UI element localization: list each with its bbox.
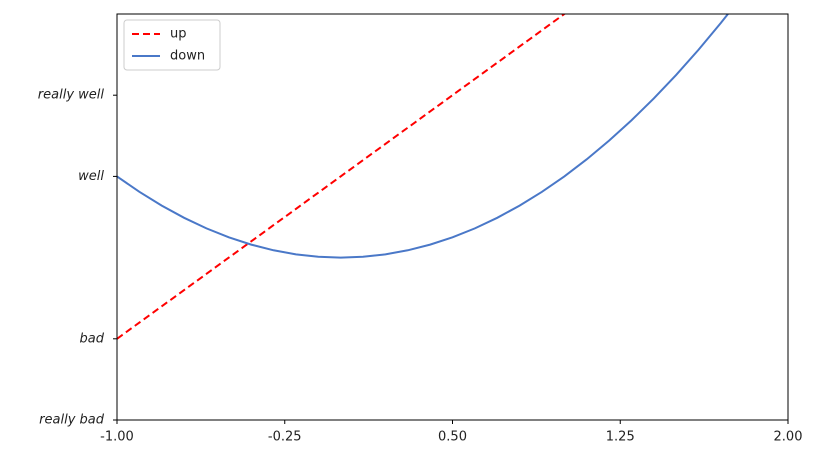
y-tick-label: really bad xyxy=(39,413,105,428)
legend-label: down xyxy=(170,49,205,64)
y-tick-label: bad xyxy=(80,331,105,346)
x-tick-label: -1.00 xyxy=(100,430,134,445)
legend: up down xyxy=(123,19,221,71)
x-tick-label: 1.25 xyxy=(606,430,635,445)
legend-box xyxy=(123,19,221,71)
x-tick-label: 2.00 xyxy=(774,430,803,445)
legend-label: up xyxy=(170,27,187,42)
line-series xyxy=(117,14,567,340)
y-tick-label: well xyxy=(78,169,104,184)
plot-frame xyxy=(116,13,789,421)
x-tick-label: -0.25 xyxy=(268,430,302,445)
y-tick-label: really well xyxy=(38,88,105,103)
plot-lines xyxy=(117,14,730,340)
line-series xyxy=(117,14,730,259)
x-tick-label: 0.50 xyxy=(438,430,467,445)
